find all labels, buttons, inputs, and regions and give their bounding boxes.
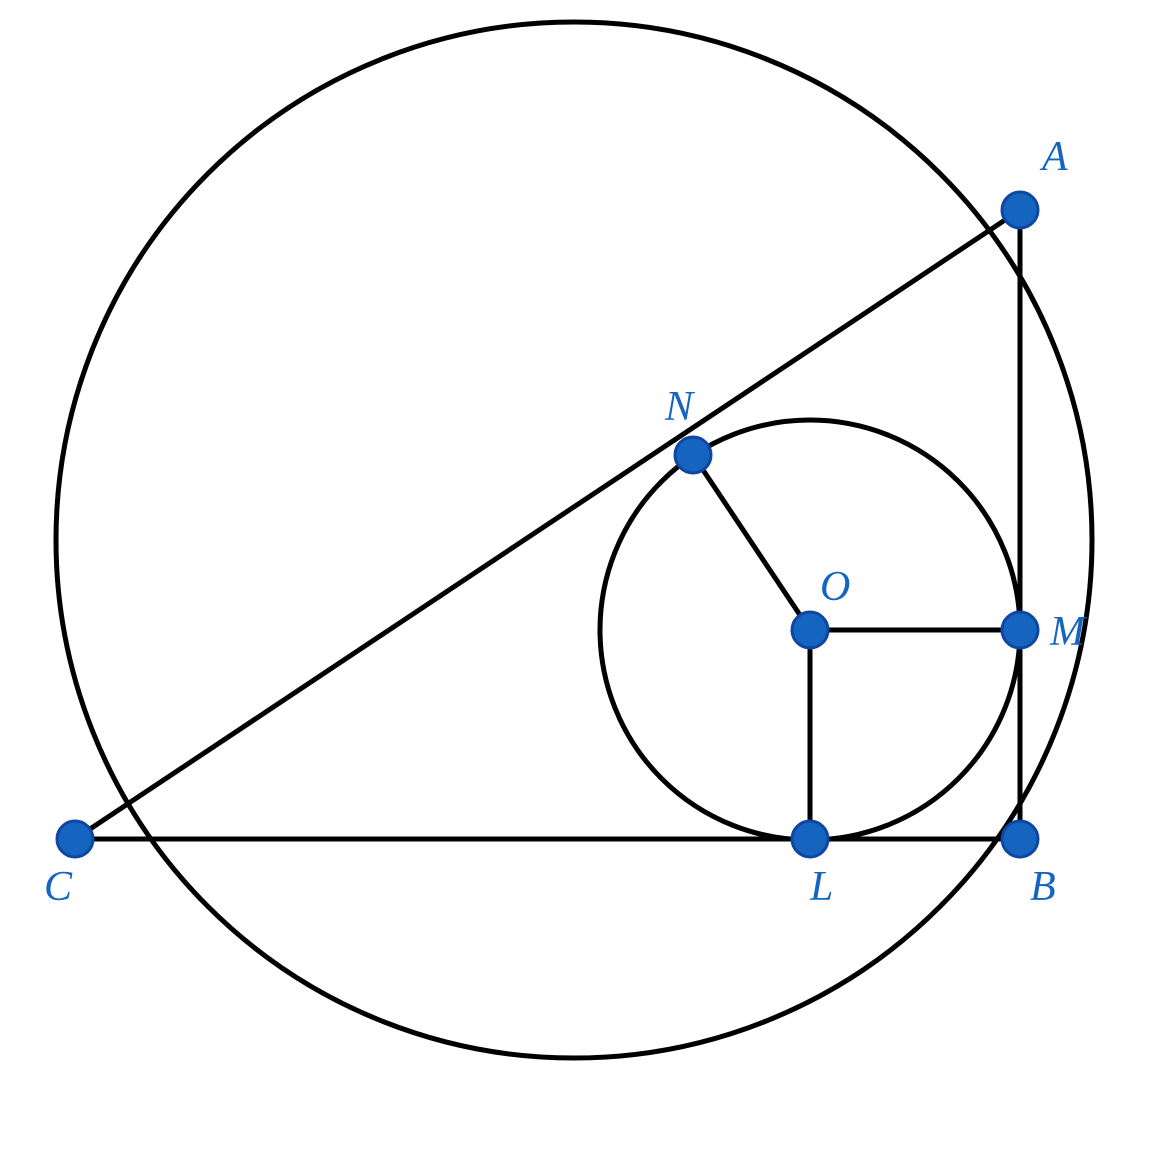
label-O: O xyxy=(820,564,850,610)
geometry-diagram: A B C O M L N xyxy=(0,0,1174,1159)
segment-2 xyxy=(75,210,1020,839)
label-B: B xyxy=(1030,864,1056,910)
label-L: L xyxy=(809,864,833,910)
segments-group xyxy=(75,210,1020,839)
label-N: N xyxy=(664,384,695,430)
labels-group: A B C O M L N xyxy=(44,134,1087,910)
point-C xyxy=(57,821,93,857)
label-A: A xyxy=(1039,134,1068,180)
segment-5 xyxy=(693,455,810,630)
point-L xyxy=(792,821,828,857)
label-C: C xyxy=(44,864,73,910)
point-B xyxy=(1002,821,1038,857)
circumscribed-circle xyxy=(56,22,1092,1058)
point-N xyxy=(675,437,711,473)
point-A xyxy=(1002,192,1038,228)
point-O xyxy=(792,612,828,648)
point-M xyxy=(1002,612,1038,648)
circles-group xyxy=(56,22,1092,1058)
label-M: M xyxy=(1049,609,1087,655)
